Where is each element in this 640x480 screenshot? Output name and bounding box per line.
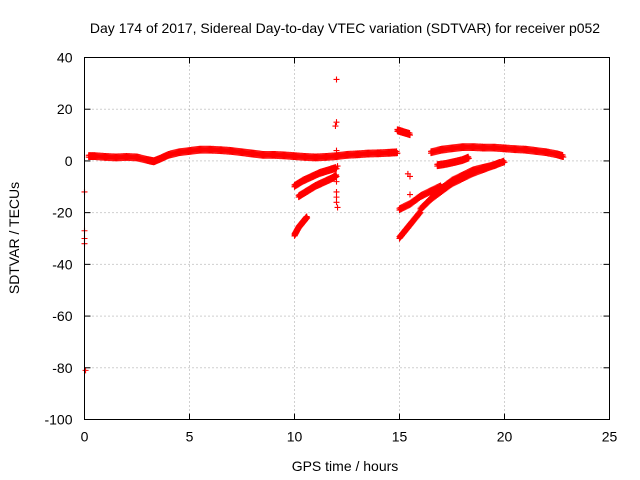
data-point [304, 214, 311, 221]
y-tick-label: -100 [44, 412, 72, 428]
y-tick-label: 40 [57, 50, 73, 66]
series-late-track [428, 143, 567, 161]
y-tick-label: 0 [65, 153, 73, 169]
series-short-15-high [394, 126, 413, 139]
data-point [333, 165, 340, 172]
axis-ticks: 0 5 10 15 20 25 40 20 0 -20 -40 -60 -80 -100 [44, 50, 617, 445]
data-point [407, 132, 413, 139]
data-points [81, 76, 567, 374]
x-tick-label: 15 [392, 429, 408, 445]
x-tick-label: 20 [497, 429, 513, 445]
x-axis-label: GPS time / hours [292, 458, 399, 474]
y-tick-label: -80 [52, 360, 72, 376]
data-point [82, 367, 89, 374]
data-point [333, 199, 340, 206]
series-arc-b [295, 171, 340, 201]
data-point [407, 191, 413, 198]
x-tick-label: 25 [602, 429, 618, 445]
data-point [407, 173, 413, 180]
data-point [333, 194, 340, 201]
data-point [394, 150, 401, 157]
data-point [501, 159, 508, 166]
series-arc-h [434, 153, 472, 170]
data-point [334, 204, 341, 211]
series-arc-a [291, 164, 340, 190]
data-point [500, 157, 507, 164]
plot-frame [84, 57, 610, 420]
series-arc-e [396, 208, 424, 242]
data-point [334, 163, 341, 170]
series-arc-g [428, 157, 508, 203]
y-axis-label: SDTVAR / TECUs [6, 182, 22, 294]
data-point [332, 123, 339, 130]
data-point [333, 178, 340, 185]
data-point [560, 154, 567, 161]
data-point [465, 155, 472, 162]
y-tick-label: 20 [57, 101, 73, 117]
y-tick-label: -40 [52, 256, 72, 272]
series-arc-c [291, 213, 311, 239]
data-point [333, 188, 340, 195]
data-point [333, 76, 340, 83]
data-point [333, 173, 340, 180]
y-tick-label: -60 [52, 308, 72, 324]
series-arc-d [396, 182, 445, 214]
x-tick-label: 5 [186, 429, 194, 445]
y-tick-label: -20 [52, 205, 72, 221]
chart-title: Day 174 of 2017, Sidereal Day-to-day VTE… [90, 20, 600, 36]
data-point [333, 147, 340, 154]
series-main-track [85, 145, 401, 166]
x-tick-label: 10 [287, 429, 303, 445]
data-point [333, 119, 340, 126]
x-tick-label: 0 [81, 429, 89, 445]
